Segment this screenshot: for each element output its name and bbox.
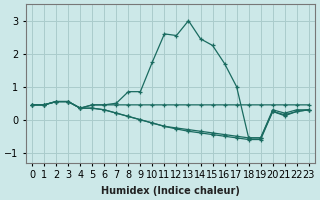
X-axis label: Humidex (Indice chaleur): Humidex (Indice chaleur)	[101, 186, 240, 196]
